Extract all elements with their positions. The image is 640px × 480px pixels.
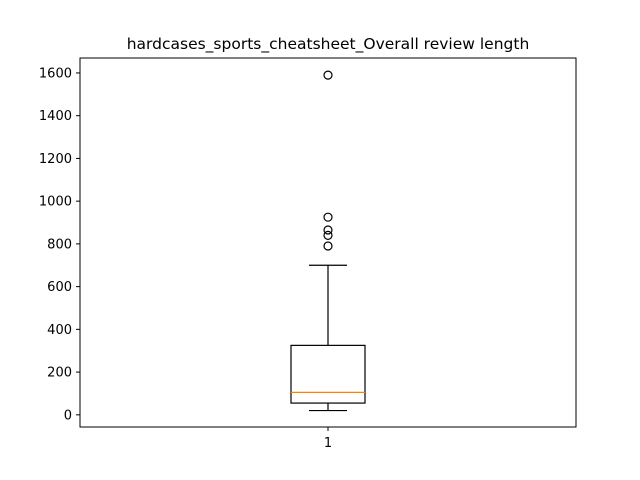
outlier-point xyxy=(323,225,333,235)
y-tick-label: 1600 xyxy=(39,66,72,81)
plot-area: 0 200 400 600 800 1000 1200 1400 1600 1 xyxy=(39,57,577,451)
y-tick-label: 0 xyxy=(64,408,72,423)
y-tick-label: 1400 xyxy=(39,109,72,124)
y-tick-label: 200 xyxy=(47,366,72,381)
box xyxy=(290,344,366,404)
outlier-point xyxy=(323,212,333,222)
outlier-point xyxy=(323,241,333,251)
y-tick-label: 1000 xyxy=(39,195,72,210)
chart-title: hardcases_sports_cheatsheet_Overall revi… xyxy=(127,35,530,54)
outlier-point xyxy=(323,230,333,240)
y-tick-label: 800 xyxy=(47,237,72,252)
x-tick-label: 1 xyxy=(324,436,332,451)
y-tick-label: 400 xyxy=(47,323,72,338)
outlier-point xyxy=(323,70,333,80)
y-tick-label: 600 xyxy=(47,280,72,295)
y-tick-label: 1200 xyxy=(39,152,72,167)
